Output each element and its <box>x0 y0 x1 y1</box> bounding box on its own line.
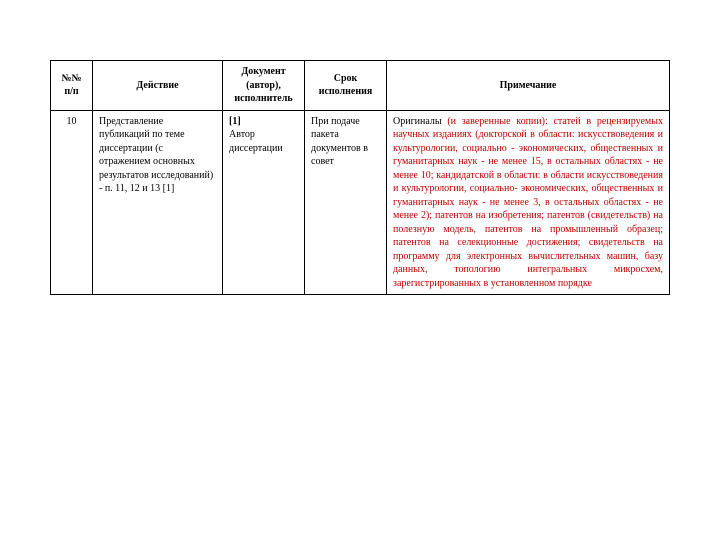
doc-ref: [1] <box>229 116 241 127</box>
header-document: Документ (автор), исполнитель <box>223 61 305 111</box>
requirements-table: №№ п/п Действие Документ (автор), исполн… <box>50 60 670 295</box>
table-header-row: №№ п/п Действие Документ (автор), исполн… <box>51 61 670 111</box>
cell-num: 10 <box>51 110 93 295</box>
cell-action: Представление публикаций по теме диссерт… <box>93 110 223 295</box>
cell-deadline: При подаче пакета документов в совет <box>305 110 387 295</box>
note-body: (и заверенные копии): статей в рецензиру… <box>393 116 663 289</box>
table-row: 10 Представление публикаций по теме дисс… <box>51 110 670 295</box>
header-num: №№ п/п <box>51 61 93 111</box>
cell-note: Оригиналы (и заверенные копии): статей в… <box>387 110 670 295</box>
header-deadline: Срок исполнения <box>305 61 387 111</box>
note-lead: Оригиналы <box>393 116 447 127</box>
header-action: Действие <box>93 61 223 111</box>
header-note: Примечание <box>387 61 670 111</box>
doc-author: Автор диссертации <box>229 129 283 154</box>
cell-document: [1] Автор диссертации <box>223 110 305 295</box>
